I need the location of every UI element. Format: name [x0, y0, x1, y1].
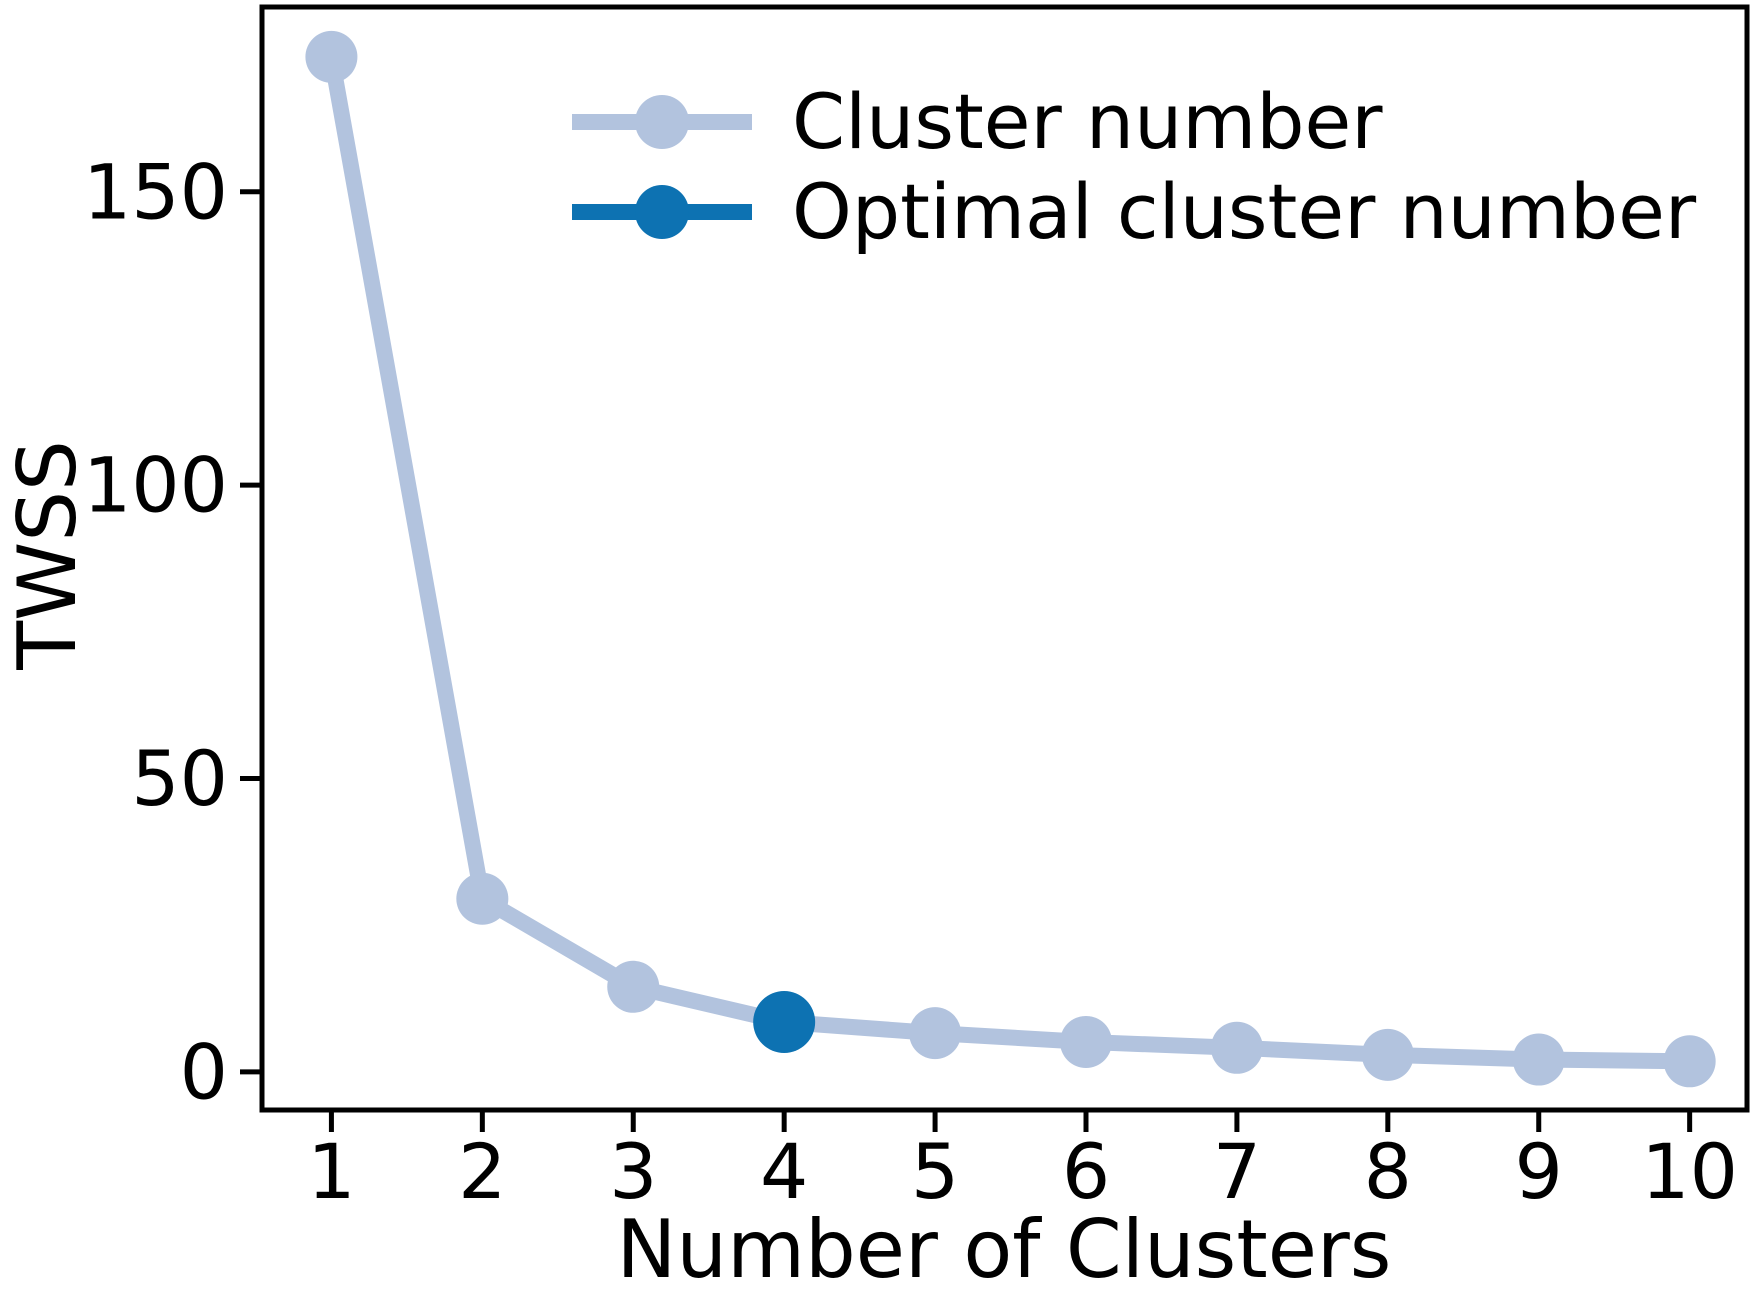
x-tick-label: 2: [458, 1127, 506, 1216]
cluster-number-swatch-icon: [572, 95, 752, 149]
x-tick-label: 1: [307, 1127, 355, 1216]
y-tick-label: 150: [83, 147, 228, 236]
y-axis-label: TWSS: [1, 440, 94, 670]
y-tick-label: 100: [83, 441, 228, 530]
y-tick-label: 50: [131, 734, 228, 823]
x-tick-label: 5: [911, 1127, 959, 1216]
data-point-marker: [1059, 1015, 1112, 1068]
data-point-marker: [305, 30, 358, 83]
optimal-point-marker: [753, 990, 816, 1053]
data-point-marker: [909, 1007, 962, 1060]
legend-label-optimal-cluster-number: Optimal cluster number: [792, 167, 1697, 257]
data-point-marker: [1663, 1035, 1716, 1088]
x-tick-label: 3: [609, 1127, 657, 1216]
x-tick-label: 9: [1515, 1127, 1563, 1216]
data-point-marker: [456, 872, 509, 925]
legend: Cluster number Optimal cluster number: [572, 82, 1696, 252]
x-tick-label: 7: [1213, 1127, 1261, 1216]
legend-entry-optimal-cluster-number: Optimal cluster number: [572, 172, 1696, 252]
legend-entry-cluster-number: Cluster number: [572, 82, 1696, 162]
x-tick-label: 4: [760, 1127, 808, 1216]
data-point-marker: [1512, 1033, 1565, 1086]
series-line: [323, 48, 1698, 1070]
y-tick-label: 0: [180, 1027, 228, 1116]
axes-frame: [259, 4, 1750, 1113]
optimal-cluster-marker-icon: [635, 185, 689, 239]
data-point-marker: [607, 960, 660, 1013]
x-axis-label: Number of Clusters: [616, 1203, 1392, 1296]
legend-label-cluster-number: Cluster number: [792, 77, 1383, 167]
x-tick-label: 8: [1364, 1127, 1412, 1216]
data-point-marker: [1210, 1021, 1263, 1074]
cluster-number-marker-icon: [635, 95, 689, 149]
x-tick-label: 10: [1641, 1127, 1738, 1216]
x-tick-label: 6: [1062, 1127, 1110, 1216]
data-point-marker: [1361, 1028, 1414, 1081]
optimal-cluster-swatch-icon: [572, 185, 752, 239]
